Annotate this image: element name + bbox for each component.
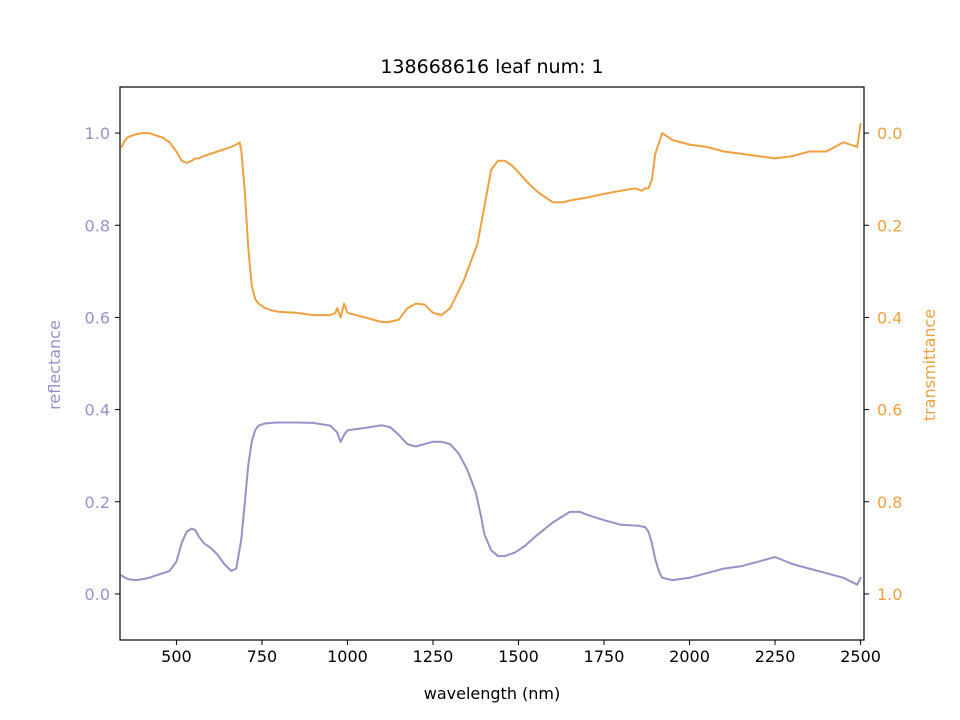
reflectance-series-line xyxy=(120,421,862,586)
left-y-axis: 0.0 0.2 0.4 0.6 0.8 1.0 xyxy=(85,124,120,604)
x-tick-label: 1750 xyxy=(584,647,625,666)
plot-area xyxy=(119,86,865,641)
right-y-tick-label: 0.2 xyxy=(877,216,902,235)
chart-title: 138668616 leaf num: 1 xyxy=(380,56,603,78)
x-tick-label: 2000 xyxy=(669,647,710,666)
x-tick-label: 2250 xyxy=(755,647,796,666)
left-y-tick-label: 0.4 xyxy=(85,401,110,420)
x-tick-label: 500 xyxy=(161,647,192,666)
left-y-tick-label: 0.8 xyxy=(85,216,110,235)
right-y-axis: 0.0 0.2 0.4 0.6 0.8 1.0 xyxy=(864,124,902,604)
left-y-tick-label: 1.0 xyxy=(85,124,110,143)
left-y-axis-label: reflectance xyxy=(45,320,64,410)
left-y-tick-label: 0.0 xyxy=(85,585,110,604)
right-y-tick-label: 0.0 xyxy=(877,124,902,143)
series-layer xyxy=(120,122,862,586)
left-y-tick-label: 0.2 xyxy=(85,493,110,512)
right-y-tick-label: 0.8 xyxy=(877,493,902,512)
plot-frame xyxy=(119,86,865,641)
right-y-axis-label: transmittance xyxy=(920,309,939,421)
x-tick-label: 1000 xyxy=(327,647,368,666)
transmittance-series-line xyxy=(120,122,862,323)
x-axis: 500 750 1000 1250 1500 1750 2000 2250 2500 xyxy=(161,640,881,666)
left-y-tick-label: 0.6 xyxy=(85,308,110,327)
right-y-tick-label: 1.0 xyxy=(877,585,902,604)
x-axis-label: wavelength (nm) xyxy=(424,684,561,703)
right-y-tick-label: 0.4 xyxy=(877,308,902,327)
x-tick-label: 2500 xyxy=(840,647,881,666)
x-tick-label: 1250 xyxy=(413,647,454,666)
x-tick-label: 1500 xyxy=(498,647,539,666)
x-tick-label: 750 xyxy=(247,647,278,666)
right-y-tick-label: 0.6 xyxy=(877,401,902,420)
